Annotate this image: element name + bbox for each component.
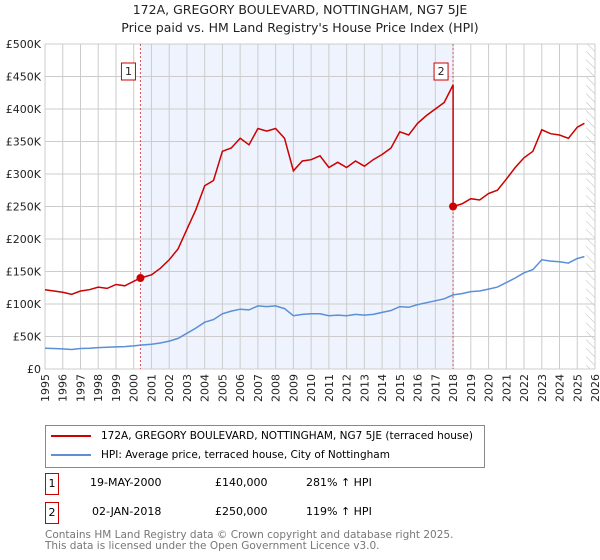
hpi-line: [44, 255, 585, 351]
legend-swatch: [51, 435, 91, 437]
y-tick-label: £400K: [6, 103, 42, 116]
x-tick-label: 2018: [447, 374, 460, 402]
x-tick-label: 1995: [39, 374, 52, 402]
legend-swatch: [51, 454, 91, 456]
legend-item-property: 172A, GREGORY BOULEVARD, NOTTINGHAM, NG7…: [51, 430, 473, 442]
x-tick-label: 2007: [252, 374, 265, 402]
x-tick-label: 2009: [287, 374, 300, 402]
sale-label-box: [433, 62, 449, 81]
sale-label: 2: [438, 65, 445, 78]
transaction-row: 2 02-JAN-2018 £250,000 119% ↑ HPI: [45, 502, 445, 524]
x-tick-label: 2011: [323, 374, 336, 402]
legend-item-hpi: HPI: Average price, terraced house, City…: [51, 449, 390, 461]
y-tick-label: £450K: [6, 71, 42, 84]
sale-point: [449, 202, 458, 211]
x-tick-label: 2004: [199, 374, 212, 402]
y-tick-label: £150K: [6, 266, 42, 279]
y-tick-label: £200K: [6, 233, 42, 246]
x-tick-label: 2010: [305, 374, 318, 402]
x-tick-label: 2015: [394, 374, 407, 402]
x-tick-label: 1999: [110, 374, 123, 402]
x-tick-label: 2014: [376, 374, 389, 402]
x-tick-label: 1997: [74, 374, 87, 402]
transaction-badge: 1: [45, 473, 59, 495]
x-tick-label: 1996: [57, 374, 70, 402]
y-tick-label: £100K: [6, 298, 42, 311]
x-tick-label: 2012: [341, 374, 354, 402]
x-tick-label: 2005: [216, 374, 229, 402]
y-tick-label: £300K: [6, 168, 42, 181]
legend-label: 172A, GREGORY BOULEVARD, NOTTINGHAM, NG7…: [101, 430, 473, 442]
transaction-date: 19-MAY-2000: [90, 476, 162, 489]
transaction-date: 02-JAN-2018: [92, 505, 162, 518]
x-tick-label: 2006: [234, 374, 247, 402]
x-tick-label: 2021: [500, 374, 513, 402]
y-tick-label: £500K: [6, 38, 42, 51]
transaction-hpi: 281% ↑ HPI: [306, 476, 372, 489]
x-tick-label: 2001: [145, 374, 158, 402]
legend-label: HPI: Average price, terraced house, City…: [101, 449, 390, 461]
x-tick-label: 2008: [270, 374, 283, 402]
x-tick-label: 2016: [412, 374, 425, 402]
chart-subtitle: Price paid vs. HM Land Registry's House …: [121, 20, 479, 35]
y-tick-label: £0: [27, 363, 41, 376]
property-price-line: [44, 84, 585, 296]
x-tick-label: 2013: [358, 374, 371, 402]
y-tick-label: £50K: [13, 331, 42, 344]
x-tick-label: 2003: [181, 374, 194, 402]
x-tick-label: 2017: [429, 374, 442, 402]
price-chart: 1995 1996 1997 1998 1999 2000 2001 2002 2003 2004…: [6, 38, 600, 402]
x-tick-label: 2023: [536, 374, 549, 402]
x-tick-label: 2024: [554, 374, 567, 402]
y-tick-label: £350K: [6, 136, 42, 149]
footer-copyright: Contains HM Land Registry data © Crown c…: [45, 529, 454, 541]
sale-label-box: [120, 62, 136, 81]
x-tick-label: 2002: [163, 374, 176, 402]
sale-point: [136, 274, 145, 282]
transaction-row: 1 19-MAY-2000 £140,000 281% ↑ HPI: [45, 473, 445, 495]
y-tick-label: £250K: [6, 201, 42, 214]
transaction-price: £140,000: [215, 476, 268, 489]
x-tick-label: 2020: [483, 374, 496, 402]
legend: 172A, GREGORY BOULEVARD, NOTTINGHAM, NG7…: [45, 425, 485, 468]
transaction-hpi: 119% ↑ HPI: [306, 505, 372, 518]
footer: Contains HM Land Registry data © Crown c…: [45, 530, 453, 552]
x-tick-label: 2019: [465, 374, 478, 402]
transaction-badge: 2: [45, 502, 59, 524]
footer-licence: This data is licensed under the Open Gov…: [45, 540, 380, 552]
x-tick-label: 2025: [571, 374, 584, 402]
x-tick-label: 2026: [589, 374, 600, 402]
x-tick-label: 2022: [518, 374, 531, 402]
x-tick-label: 1998: [92, 374, 105, 402]
chart-title: 172A, GREGORY BOULEVARD, NOTTINGHAM, NG7…: [132, 2, 468, 17]
x-tick-label: 2000: [128, 374, 141, 402]
sale-label: 1: [125, 65, 132, 78]
transaction-price: £250,000: [215, 505, 268, 518]
